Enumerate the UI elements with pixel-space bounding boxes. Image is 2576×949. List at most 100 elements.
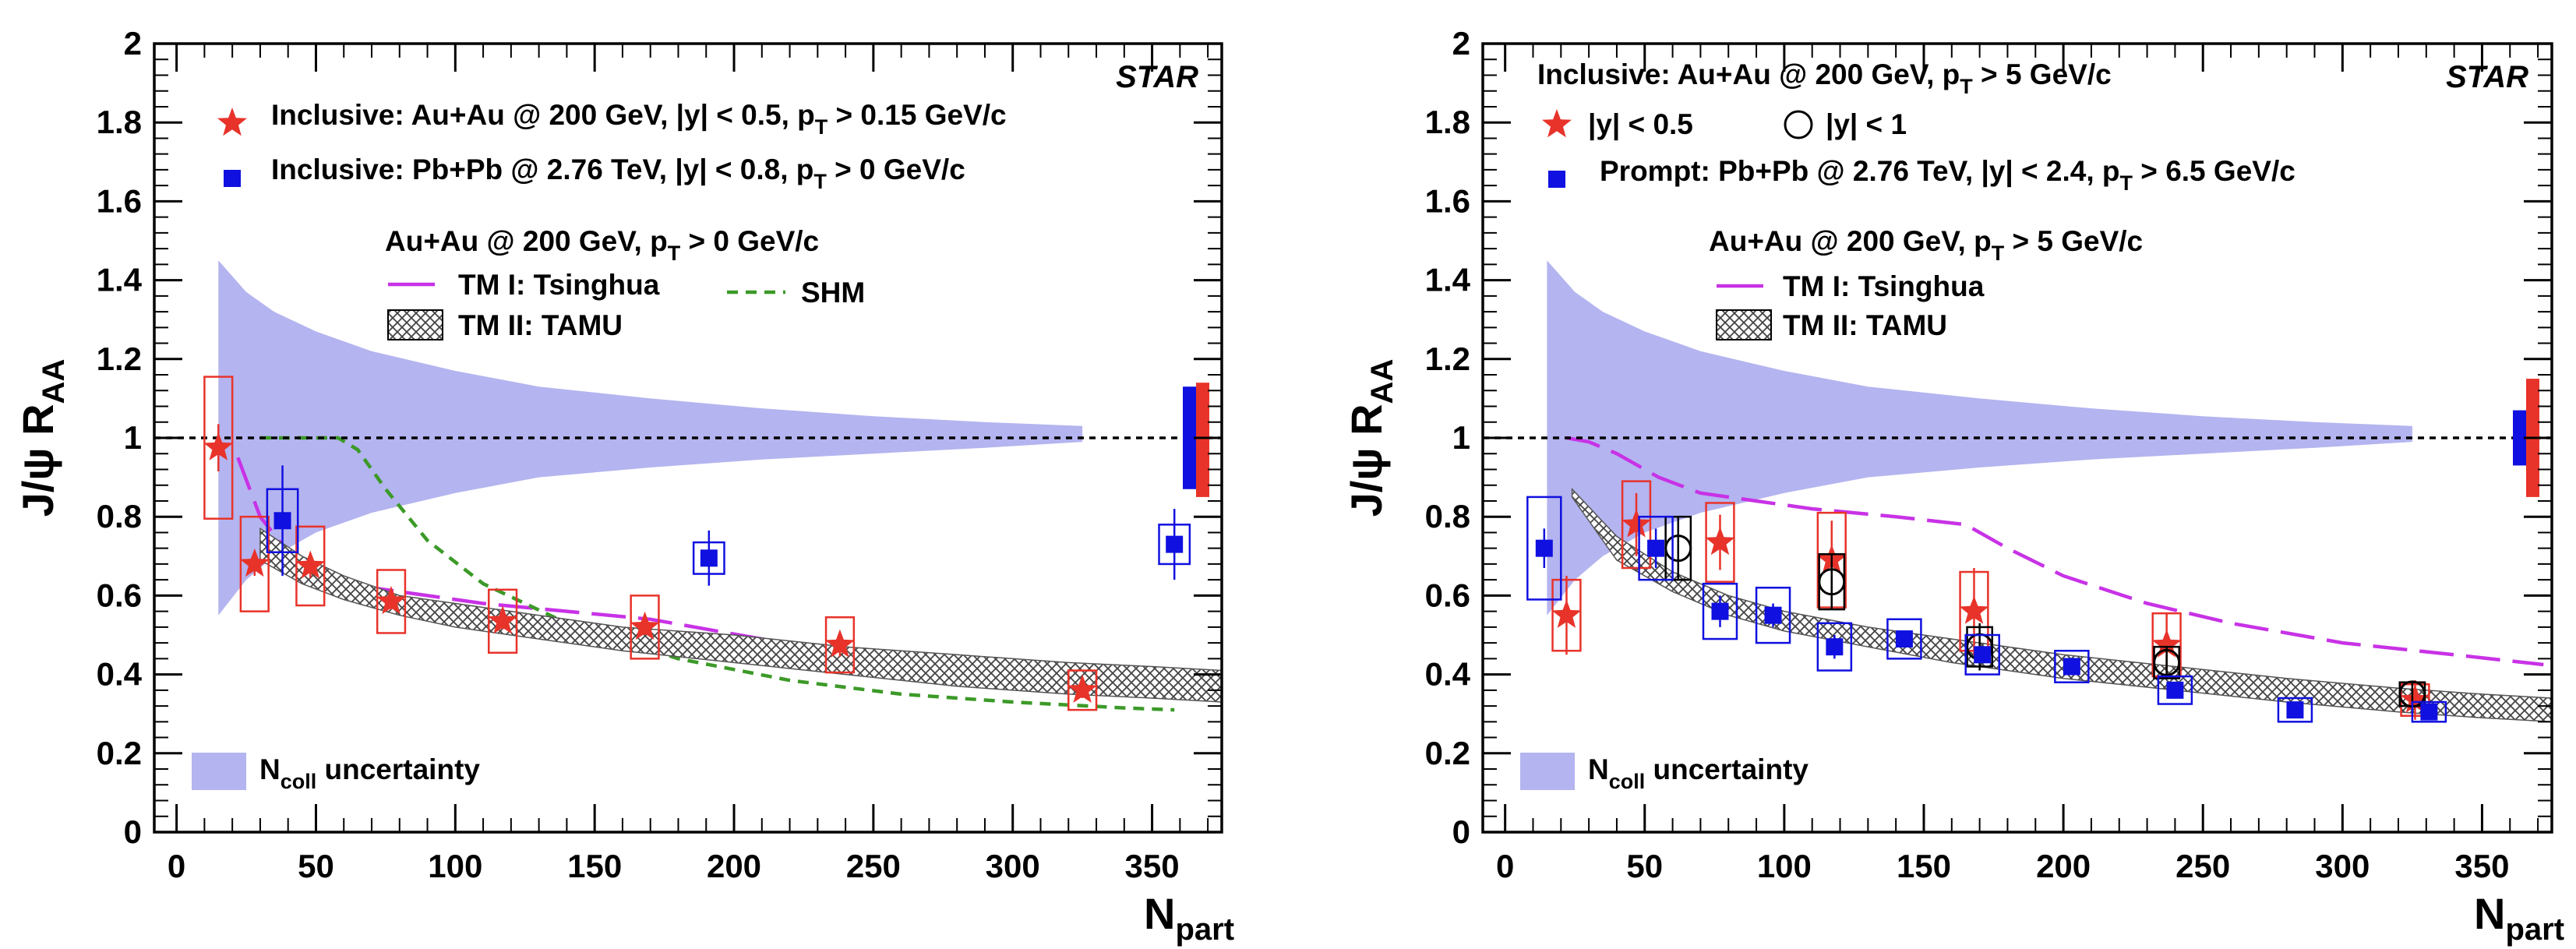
data-point-star xyxy=(1959,595,1989,624)
legend-star-marker xyxy=(217,108,247,136)
series-star xyxy=(203,376,1098,711)
legend-entry-square-sub: T xyxy=(2120,171,2133,195)
y-tick-label: 1.2 xyxy=(1425,340,1470,377)
legend-ncoll: Ncoll uncertainty xyxy=(1588,753,1808,793)
y-tick-label: 0.8 xyxy=(97,498,142,534)
legend-entry-square-main: Prompt: Pb+Pb @ 2.76 TeV, |y| < 2.4, p xyxy=(1600,155,2120,188)
legend-entry-square-sub: T xyxy=(813,170,827,193)
data-point-star xyxy=(1551,599,1582,628)
legend-tsinghua-main: TM I: Tsinghua xyxy=(1783,270,1985,302)
panel-left: 0 0.2 0.4 0.6 0.8 1 1.2 1.4 1.6 1.8 2 0 50 100 150 200 2… xyxy=(13,25,1234,947)
sys-error-box xyxy=(2054,649,2090,683)
y-axis-title-sub: AA xyxy=(1365,359,1399,404)
model-curve-tsinghua xyxy=(1566,436,2544,667)
data-point-star xyxy=(1621,509,1651,538)
legend-ncoll-sub: coll xyxy=(1609,770,1646,793)
legend-header-tail: > 5 GeV/c xyxy=(1973,58,2112,90)
legend-header-sub: T xyxy=(1960,75,1973,98)
data-point-star xyxy=(2400,684,2430,713)
data-point-circle xyxy=(2153,648,2181,676)
x-tick-label: 100 xyxy=(1757,848,1812,884)
legend-entry-circle: |y| < 1 xyxy=(1826,108,1907,141)
data-point-circle xyxy=(1664,534,1692,563)
model-band-tamu xyxy=(1571,487,2552,723)
y-tick-label: 1.4 xyxy=(1425,262,1471,298)
x-axis-title-sub: part xyxy=(1175,912,1234,947)
y-tick-label: 0.4 xyxy=(97,656,143,693)
legend-model-header-tail: > 5 GeV/c xyxy=(2004,225,2143,257)
legend-entry-star-tail: > 0.15 GeV/c xyxy=(827,99,1006,131)
legend-model-header-sub: T xyxy=(1992,242,2005,265)
data-point-square xyxy=(1974,646,1992,664)
legend-ncoll-main: N xyxy=(259,753,281,785)
data-point-star xyxy=(203,432,234,460)
series-circle xyxy=(1664,515,2426,708)
legend-ncoll-main: N xyxy=(1588,753,1609,785)
y-tick-label: 0.2 xyxy=(97,735,142,771)
x-tick-label: 300 xyxy=(2315,848,2370,884)
x-tick-label: 200 xyxy=(2036,848,2091,884)
sys-error-box xyxy=(239,515,270,612)
x-tick-label: 300 xyxy=(986,848,1040,884)
y-tick-label: 1.4 xyxy=(97,262,143,298)
legend-circle-marker xyxy=(1784,110,1813,139)
y-tick-label: 1 xyxy=(124,419,142,456)
sys-error-box xyxy=(1067,669,1098,711)
data-point-square xyxy=(1764,606,1782,624)
legend-square-marker xyxy=(1548,171,1565,188)
x-axis-title-main: N xyxy=(2474,889,2505,938)
legend-ncoll-sub: coll xyxy=(281,770,317,793)
legend-model-header-main: Au+Au @ 200 GeV, p xyxy=(1709,225,1992,257)
x-tick-label: 250 xyxy=(2175,848,2230,884)
y-axis-title: J/ψ RAA xyxy=(13,359,71,517)
y-axis-title-main: J/ψ R xyxy=(13,404,62,517)
data-point-star xyxy=(295,550,326,579)
legend-ncoll-tail: uncertainty xyxy=(1645,753,1808,785)
y-axis-title: J/ψ RAA xyxy=(1342,359,1399,517)
legend-tsinghua: TM I: Tsinghua xyxy=(458,269,660,301)
x-tick-label: 0 xyxy=(1496,848,1514,884)
plot-area xyxy=(1566,436,2552,723)
series-square xyxy=(1526,496,2447,723)
y-tick-label: 0 xyxy=(1452,813,1470,850)
legend-shm: SHM xyxy=(801,277,865,309)
data-point-square xyxy=(2166,681,2184,699)
data-point-square xyxy=(1711,602,1729,620)
sys-error-box xyxy=(376,569,407,634)
x-tick-label: 150 xyxy=(1897,848,1951,884)
sys-error-box xyxy=(1755,587,1791,644)
legend-model-header-sub: T xyxy=(668,242,681,265)
legend-ncoll-swatch xyxy=(192,753,246,790)
y-tick-label: 0.6 xyxy=(1425,577,1470,613)
data-point-star xyxy=(376,586,407,615)
data-point-circle xyxy=(1818,568,1846,596)
y-axis-title-main: J/ψ R xyxy=(1342,404,1391,517)
sys-error-box xyxy=(824,616,856,674)
plot-area xyxy=(236,436,1222,712)
legend-tamu-main: TM II: TAMU xyxy=(1783,309,1947,341)
data-point-square xyxy=(700,549,718,567)
sys-error-box xyxy=(1816,622,1853,672)
legend-tamu-main: TM II: TAMU xyxy=(458,309,623,341)
data-point-square xyxy=(2063,658,2080,676)
legend-ncoll-tail: uncertainty xyxy=(316,753,480,785)
legend-entry-star-sub: T xyxy=(815,115,828,139)
y-axis-title-sub: AA xyxy=(37,359,71,404)
legend-shm-main: SHM xyxy=(801,277,865,309)
legend-entry-star-main: |y| < 0.5 xyxy=(1588,108,1693,141)
legend-entry-square: Prompt: Pb+Pb @ 2.76 TeV, |y| < 2.4, pT … xyxy=(1600,155,2295,195)
x-tick-label: 150 xyxy=(567,848,622,884)
legend-entry-circle-main: |y| < 1 xyxy=(1826,108,1907,141)
legend-tamu: TM II: TAMU xyxy=(458,309,623,341)
legend: Inclusive: Au+Au @ 200 GeV, pT > 5 GeV/c… xyxy=(1520,58,2295,793)
model-band-tamu xyxy=(259,527,1222,703)
data-point-square xyxy=(273,512,291,530)
x-tick-label: 100 xyxy=(428,848,482,884)
x-tick-label: 50 xyxy=(1626,848,1663,884)
data-point-square xyxy=(1826,638,1844,656)
sys-error-box xyxy=(2157,675,2193,705)
legend-entry-square-main: Inclusive: Pb+Pb @ 2.76 TeV, |y| < 0.8, … xyxy=(271,153,813,186)
data-point-star xyxy=(2151,629,2182,658)
y-tick-label: 2 xyxy=(124,25,142,62)
